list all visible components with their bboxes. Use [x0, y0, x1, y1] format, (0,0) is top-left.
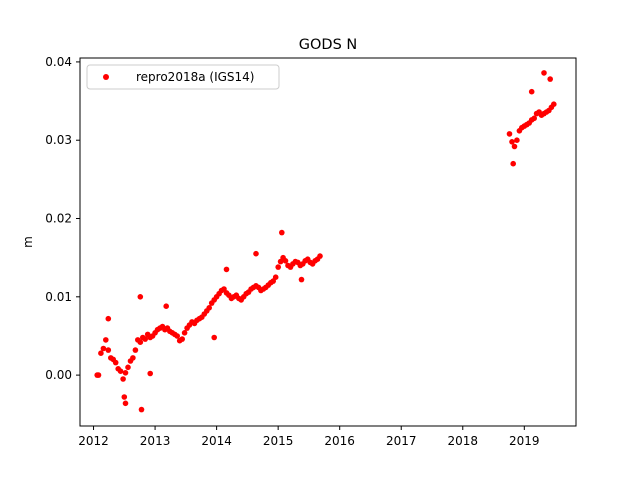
data-point	[531, 115, 537, 122]
data-point	[130, 355, 136, 361]
data-point	[100, 345, 107, 352]
y-tick-label: 0.00	[45, 368, 72, 382]
data-point	[120, 376, 126, 382]
data-point	[206, 305, 212, 311]
data-point	[506, 131, 513, 137]
data-points	[94, 70, 557, 413]
data-point	[105, 315, 112, 322]
data-point	[298, 276, 305, 283]
data-point	[122, 370, 129, 376]
data-point	[138, 406, 145, 413]
data-point	[547, 76, 553, 82]
x-tick-label: 2015	[263, 434, 294, 448]
y-tick-label: 0.04	[45, 55, 72, 69]
x-tick-label: 2017	[386, 434, 417, 448]
data-point	[528, 88, 535, 95]
legend-marker-repro2018a	[103, 74, 109, 80]
legend-box	[86, 64, 280, 90]
y-tick-label: 0.03	[45, 133, 72, 147]
data-point	[94, 372, 100, 378]
data-point	[272, 274, 279, 281]
data-point	[179, 336, 185, 342]
y-tick-label: 0.01	[45, 290, 72, 304]
x-tick-label: 2013	[140, 434, 171, 448]
x-tick-label: 2018	[447, 434, 478, 448]
data-point	[551, 101, 557, 107]
data-point	[253, 250, 259, 257]
data-point	[174, 333, 180, 339]
data-point	[282, 258, 289, 264]
data-point	[275, 264, 282, 270]
data-point	[181, 330, 188, 336]
data-point	[137, 339, 144, 346]
data-point	[137, 294, 144, 300]
y-axis-label: m	[21, 236, 35, 248]
x-tick-label: 2012	[78, 434, 109, 448]
data-point	[105, 347, 112, 353]
data-point	[163, 303, 169, 310]
data-point	[514, 137, 520, 143]
data-point	[122, 400, 129, 407]
data-point	[223, 266, 230, 273]
data-point	[121, 394, 128, 400]
x-axis-ticks: 2012 2013 2014 2015 2016 2017 2018 2019	[78, 426, 540, 448]
legend: repro2018a (IGS14)	[86, 64, 280, 90]
data-point	[511, 143, 518, 150]
data-point	[112, 359, 119, 366]
data-point	[98, 350, 104, 357]
data-point	[132, 347, 139, 353]
chart-title: GODS N	[299, 37, 357, 53]
data-point	[142, 336, 148, 342]
data-point	[147, 370, 153, 377]
data-point	[211, 334, 217, 341]
legend-label-repro2018a: repro2018a (IGS14)	[136, 70, 254, 84]
x-tick-label: 2014	[201, 434, 232, 448]
data-point	[279, 229, 285, 236]
plot-area-frame	[79, 57, 577, 427]
data-point	[117, 368, 124, 375]
data-point	[541, 70, 547, 76]
y-tick-label: 0.02	[45, 212, 72, 226]
x-tick-label: 2019	[509, 434, 540, 448]
y-axis-ticks: 0.00 0.01 0.02 0.03 0.04	[45, 55, 80, 382]
data-point	[317, 253, 323, 259]
data-point	[510, 160, 516, 167]
data-point	[103, 337, 109, 343]
x-tick-label: 2016	[324, 434, 355, 448]
data-point	[125, 364, 131, 371]
data-point	[509, 139, 515, 145]
